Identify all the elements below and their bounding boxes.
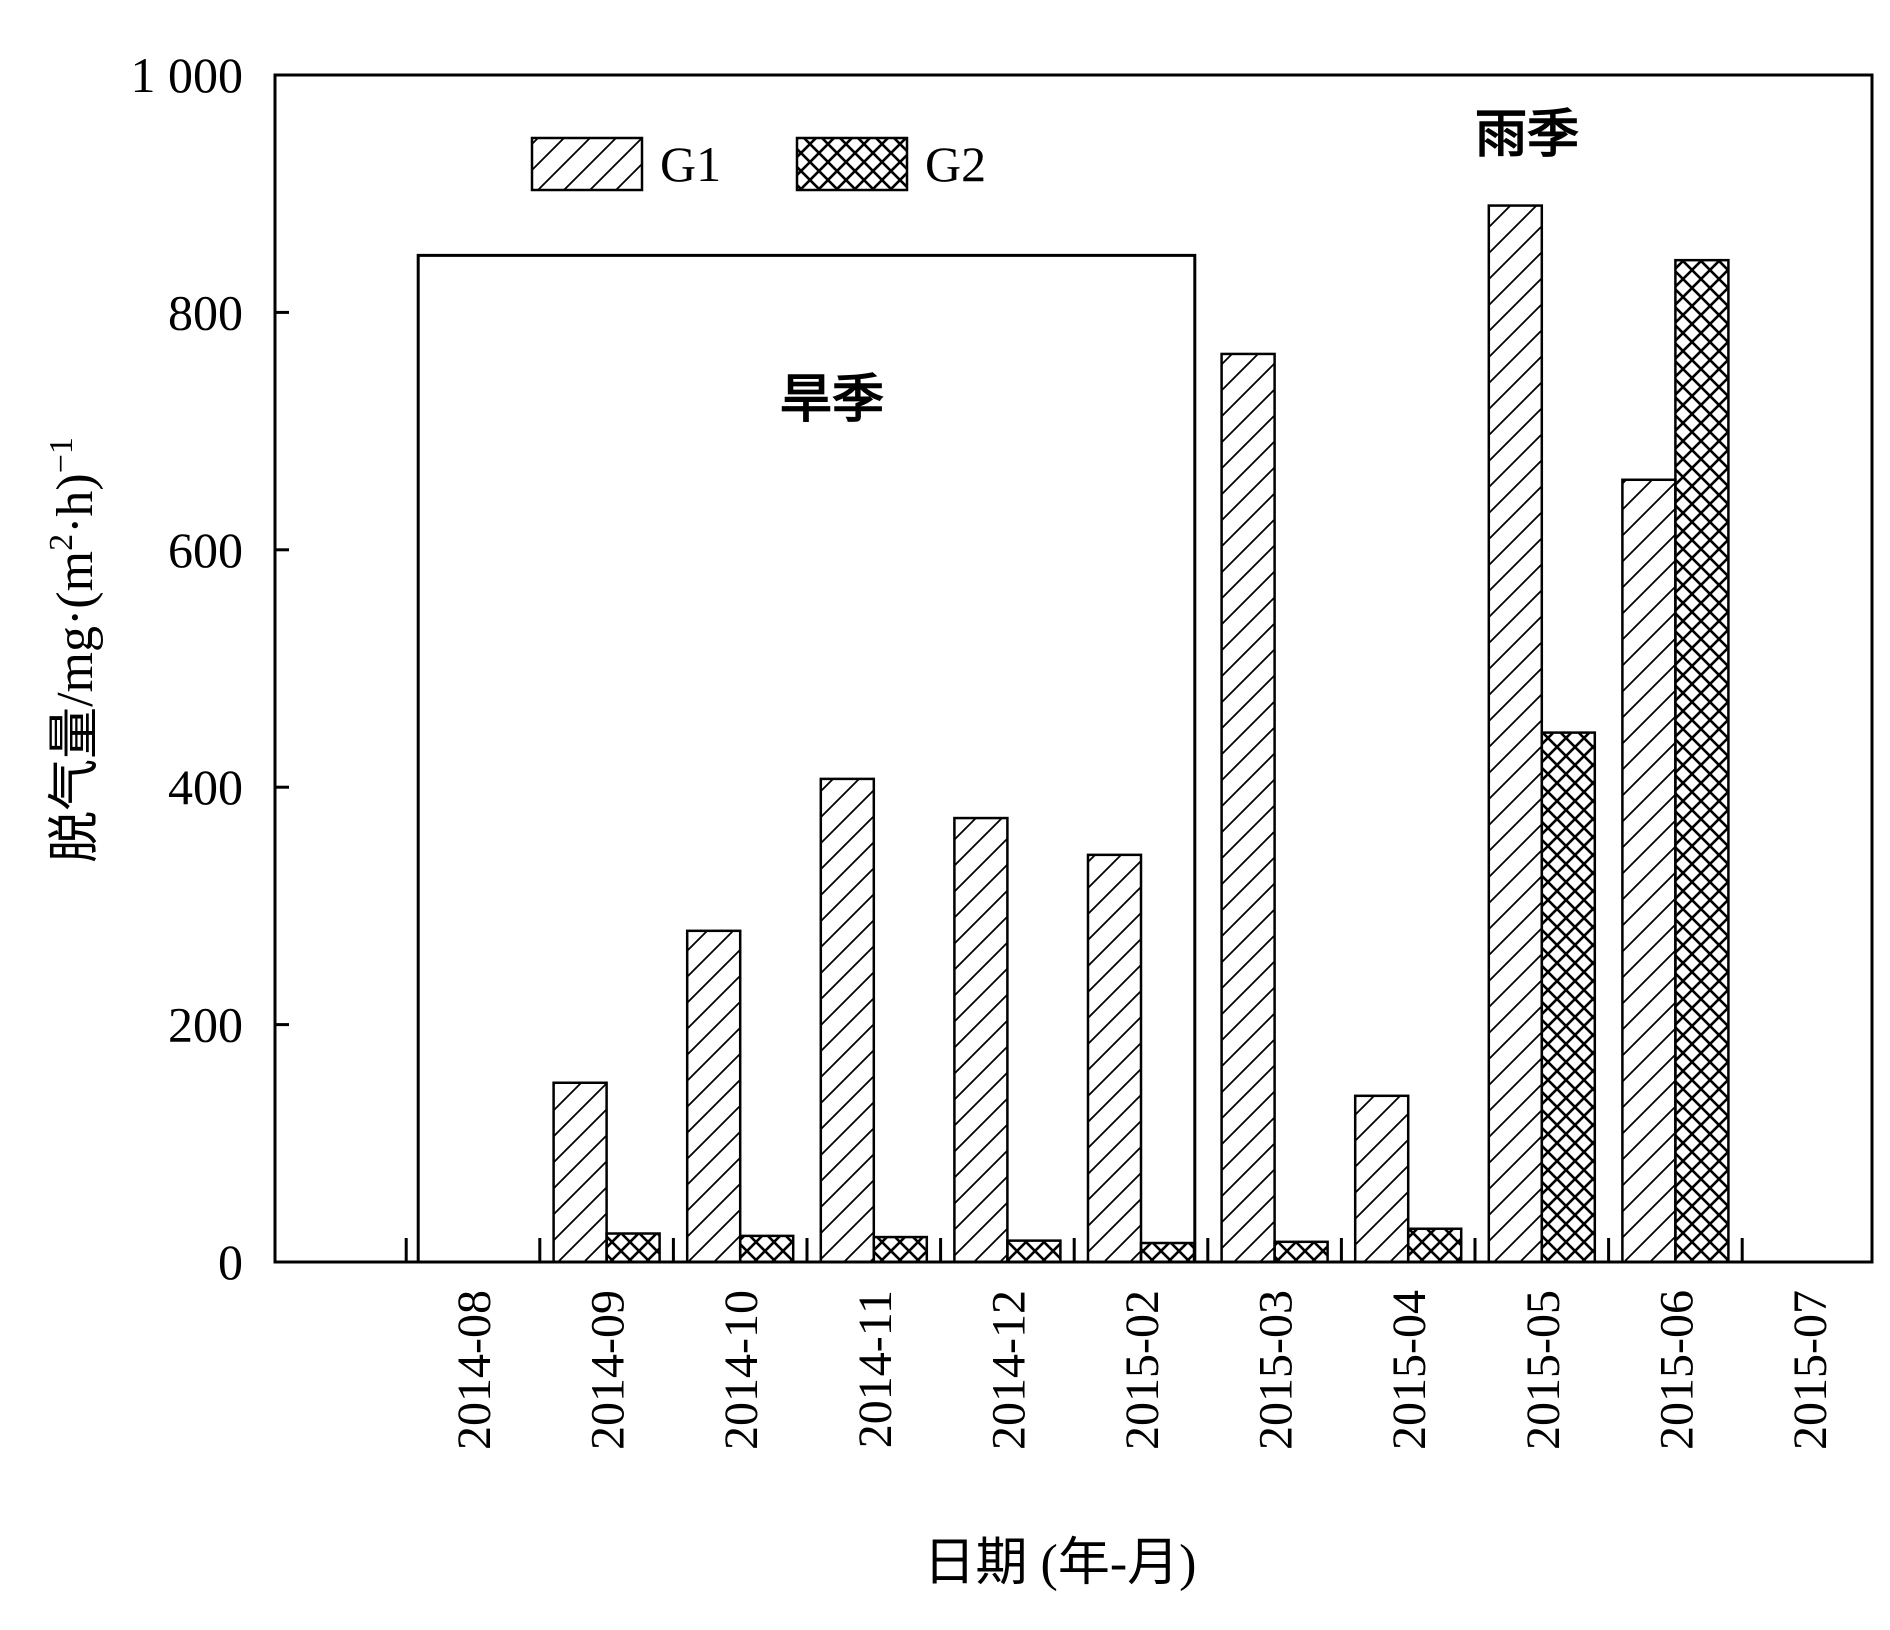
y-axis-ticks: 0 200 400 600 800 1 000 bbox=[131, 47, 289, 1290]
y-axis-title-sup1: 2 bbox=[43, 534, 80, 551]
dry-season-box bbox=[416, 253, 1197, 1262]
legend: G1 G2 bbox=[530, 136, 986, 192]
rainy-season-label: 雨季 bbox=[1475, 106, 1579, 164]
x-tick-label: 2015-07 bbox=[1784, 1290, 1837, 1450]
y-axis-title: 脱气量/mg·(m2·h)−1 bbox=[43, 437, 104, 863]
bar-g2 bbox=[738, 1234, 795, 1264]
y-tick-label: 200 bbox=[168, 997, 243, 1053]
bar-g2 bbox=[1273, 1240, 1329, 1264]
bars-layer bbox=[552, 204, 1730, 1264]
x-axis-ticks: 2014-08 2014-09 2014-10 2014-11 2014-12 2015-… bbox=[404, 1238, 1837, 1450]
bar-g1 bbox=[1220, 352, 1276, 1264]
y-tick-label: 0 bbox=[218, 1234, 243, 1290]
dry-season-bracket bbox=[416, 253, 1197, 1262]
bar-g1 bbox=[685, 929, 742, 1264]
bar-g1 bbox=[1086, 853, 1143, 1264]
legend-swatch-g2 bbox=[795, 136, 909, 192]
x-tick-label: 2015-06 bbox=[1650, 1290, 1703, 1450]
x-tick-label: 2014-12 bbox=[982, 1290, 1035, 1450]
bar-g2 bbox=[1674, 258, 1730, 1264]
x-tick-label: 2014-08 bbox=[448, 1290, 501, 1450]
legend-label-g1: G1 bbox=[660, 136, 721, 192]
y-tick-label: 800 bbox=[168, 284, 243, 340]
y-tick-label: 1 000 bbox=[131, 47, 244, 103]
bar-g2 bbox=[1406, 1227, 1463, 1264]
bar-g1 bbox=[953, 816, 1009, 1264]
y-axis-title-mid: ·h) bbox=[47, 473, 104, 534]
bar-g1 bbox=[1621, 478, 1677, 1264]
x-tick-label: 2015-05 bbox=[1517, 1290, 1570, 1450]
x-tick-label: 2015-04 bbox=[1383, 1290, 1436, 1450]
x-tick-label: 2015-03 bbox=[1250, 1290, 1303, 1450]
bar-g2 bbox=[1006, 1239, 1062, 1264]
x-axis-title: 日期 (年-月) bbox=[924, 1535, 1197, 1592]
bar-g2 bbox=[1540, 731, 1597, 1264]
bar-g2 bbox=[605, 1232, 661, 1264]
bar-g1 bbox=[552, 1081, 608, 1264]
dry-season-label: 旱季 bbox=[780, 371, 884, 429]
bar-g2 bbox=[872, 1235, 929, 1264]
x-tick-label: 2014-10 bbox=[715, 1290, 768, 1450]
x-tick-label: 2014-09 bbox=[582, 1290, 635, 1450]
x-tick-label: 2014-11 bbox=[849, 1290, 902, 1448]
bar-g1 bbox=[1487, 204, 1544, 1264]
legend-swatch-g1 bbox=[530, 136, 644, 192]
y-tick-label: 400 bbox=[168, 759, 243, 815]
y-tick-label: 600 bbox=[168, 522, 243, 578]
bar-g1 bbox=[1353, 1094, 1410, 1264]
bar-g1 bbox=[819, 777, 876, 1264]
y-axis-title-sup2: −1 bbox=[43, 437, 80, 473]
bar-g2 bbox=[1139, 1241, 1196, 1264]
legend-label-g2: G2 bbox=[925, 136, 986, 192]
x-tick-label: 2015-02 bbox=[1116, 1290, 1169, 1450]
y-axis-title-main: 脱气量/mg·(m bbox=[47, 551, 104, 863]
